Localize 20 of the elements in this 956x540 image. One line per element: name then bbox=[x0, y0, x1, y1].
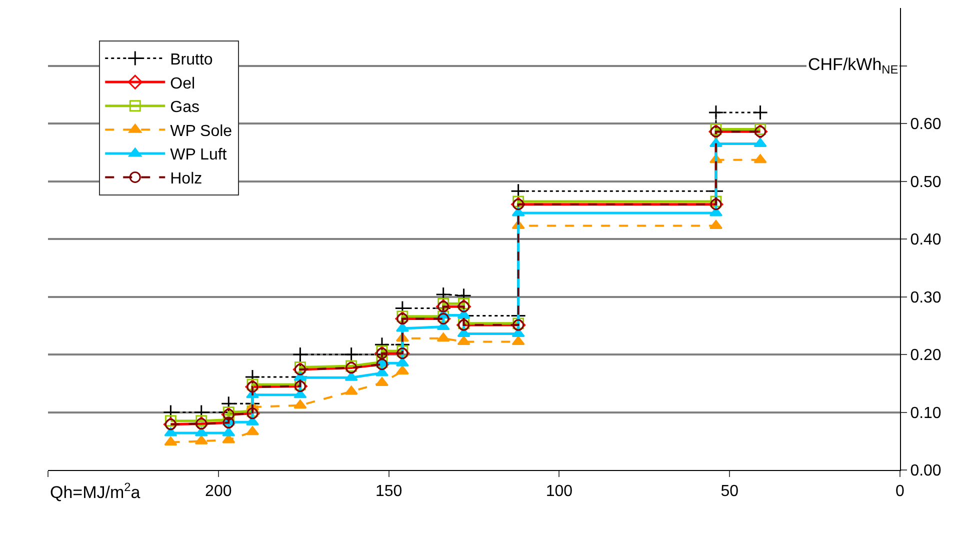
x-axis-title: Qh=MJ/m$^{2}$a bbox=[50, 480, 141, 502]
legend-label: WP Luft bbox=[170, 146, 228, 164]
legend-label: Gas bbox=[170, 99, 200, 116]
x-tick-label: 200 bbox=[205, 483, 232, 500]
y-axis-title: CHF/kWh$_{NE}$ bbox=[808, 55, 898, 77]
x-tick-label: 0 bbox=[896, 483, 905, 500]
y-tick-label: 0.20 bbox=[910, 347, 942, 364]
x-tick-label: 50 bbox=[720, 483, 739, 500]
y-tick-label: 0.60 bbox=[910, 116, 942, 134]
y-tick-label: 0.00 bbox=[910, 462, 942, 480]
y-tick-label: 0.50 bbox=[910, 174, 942, 191]
legend-label: WP Sole bbox=[170, 122, 232, 140]
legend-label: Holz bbox=[170, 170, 202, 188]
x-tick-label: 100 bbox=[546, 483, 573, 500]
legend-label: Brutto bbox=[170, 51, 213, 68]
x-tick-label: 150 bbox=[375, 483, 402, 500]
y-tick-label: 0.40 bbox=[910, 232, 942, 249]
legend-label: Oel bbox=[170, 75, 196, 92]
y-tick-label: 0.10 bbox=[910, 404, 942, 422]
y-tick-label: 0.30 bbox=[910, 289, 942, 306]
